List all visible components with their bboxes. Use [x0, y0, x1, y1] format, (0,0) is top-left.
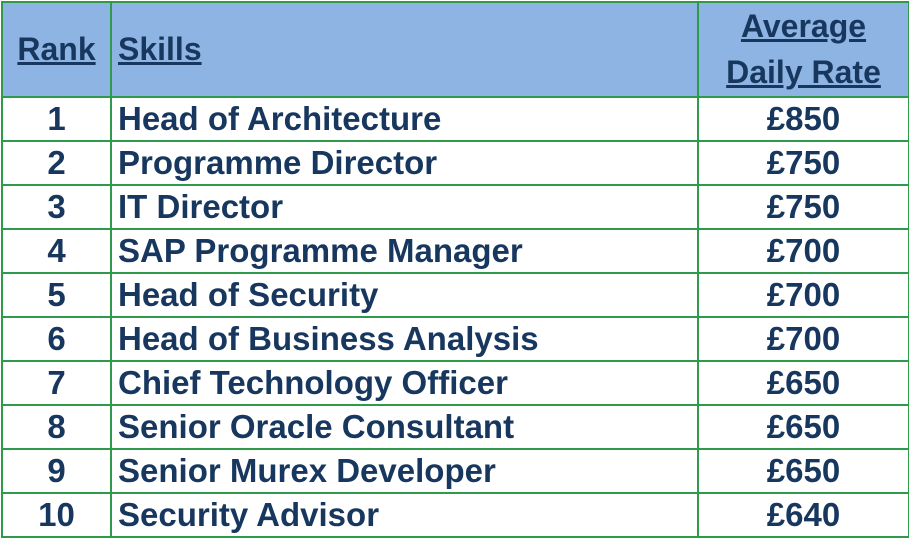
table-cell: Senior Murex Developer	[110, 447, 699, 494]
table-cell: £650	[697, 403, 909, 450]
table-cell: 9	[1, 447, 112, 494]
table-cell: 6	[1, 315, 112, 362]
table-row: 7 Chief Technology Officer £650	[1, 359, 909, 406]
table-cell: Head of Architecture	[110, 95, 699, 142]
header-cell: Skills	[110, 1, 699, 98]
table-cell: 7	[1, 359, 112, 406]
table-row: 2 Programme Director £750	[1, 139, 909, 186]
table-cell: £700	[697, 227, 909, 274]
table-row: 5 Head of Security £700	[1, 271, 909, 318]
table-cell: SAP Programme Manager	[110, 227, 699, 274]
table-cell: £640	[697, 491, 909, 538]
table-cell: 2	[1, 139, 112, 186]
table-cell: 3	[1, 183, 112, 230]
header-cell: Average Daily Rate	[697, 1, 909, 98]
table-cell: 8	[1, 403, 112, 450]
rates-table: Rank Skills Average Daily Rate 1 Head of Ar…	[1, 1, 909, 538]
table-cell: £650	[697, 447, 909, 494]
table-row: 6 Head of Business Analysis £700	[1, 315, 909, 362]
table-cell: IT Director	[110, 183, 699, 230]
table-cell: 10	[1, 491, 112, 538]
table-cell: Programme Director	[110, 139, 699, 186]
table-body: 1 Head of Architecture £850 2 Programme Dire…	[1, 95, 909, 538]
table-row: 4 SAP Programme Manager £700	[1, 227, 909, 274]
table-cell: Head of Business Analysis	[110, 315, 699, 362]
table-row: 1 Head of Architecture £850	[1, 95, 909, 142]
table-cell: 4	[1, 227, 112, 274]
header-row: Rank Skills Average Daily Rate	[1, 1, 909, 98]
table-cell: £750	[697, 139, 909, 186]
table-cell: Chief Technology Officer	[110, 359, 699, 406]
table-cell: £750	[697, 183, 909, 230]
table-cell: £650	[697, 359, 909, 406]
header-cell: Rank	[1, 1, 112, 98]
table-cell: Senior Oracle Consultant	[110, 403, 699, 450]
table-header: Rank Skills Average Daily Rate	[1, 1, 909, 98]
table-cell: 1	[1, 95, 112, 142]
table-row: 10 Security Advisor £640	[1, 491, 909, 538]
table-row: 8 Senior Oracle Consultant £650	[1, 403, 909, 450]
table-cell: 5	[1, 271, 112, 318]
table-row: 3 IT Director £750	[1, 183, 909, 230]
table-row: 9 Senior Murex Developer £650	[1, 447, 909, 494]
table-cell: £700	[697, 271, 909, 318]
table-cell: £700	[697, 315, 909, 362]
table-cell: Security Advisor	[110, 491, 699, 538]
table-cell: £850	[697, 95, 909, 142]
table-cell: Head of Security	[110, 271, 699, 318]
